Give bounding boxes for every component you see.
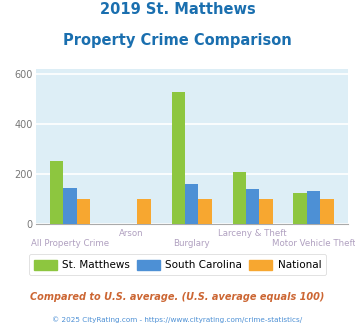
Text: 2019 St. Matthews: 2019 St. Matthews	[100, 2, 255, 16]
Bar	[185, 183, 198, 224]
Legend: St. Matthews, South Carolina, National: St. Matthews, South Carolina, National	[29, 254, 326, 275]
Bar	[77, 199, 90, 224]
Bar	[233, 172, 246, 224]
Bar	[171, 92, 185, 224]
Text: Compared to U.S. average. (U.S. average equals 100): Compared to U.S. average. (U.S. average …	[30, 292, 325, 302]
Bar	[50, 161, 63, 224]
Bar	[294, 193, 307, 224]
Text: Property Crime Comparison: Property Crime Comparison	[63, 33, 292, 48]
Text: All Property Crime: All Property Crime	[31, 239, 109, 248]
Bar	[307, 191, 320, 224]
Bar	[260, 199, 273, 224]
Bar	[63, 188, 77, 224]
Bar	[137, 199, 151, 224]
Text: © 2025 CityRating.com - https://www.cityrating.com/crime-statistics/: © 2025 CityRating.com - https://www.city…	[53, 317, 302, 323]
Bar	[246, 189, 260, 224]
Bar	[320, 199, 334, 224]
Text: Arson: Arson	[119, 229, 143, 238]
Text: Burglary: Burglary	[173, 239, 210, 248]
Text: Motor Vehicle Theft: Motor Vehicle Theft	[272, 239, 355, 248]
Bar	[198, 199, 212, 224]
Text: Larceny & Theft: Larceny & Theft	[218, 229, 287, 238]
